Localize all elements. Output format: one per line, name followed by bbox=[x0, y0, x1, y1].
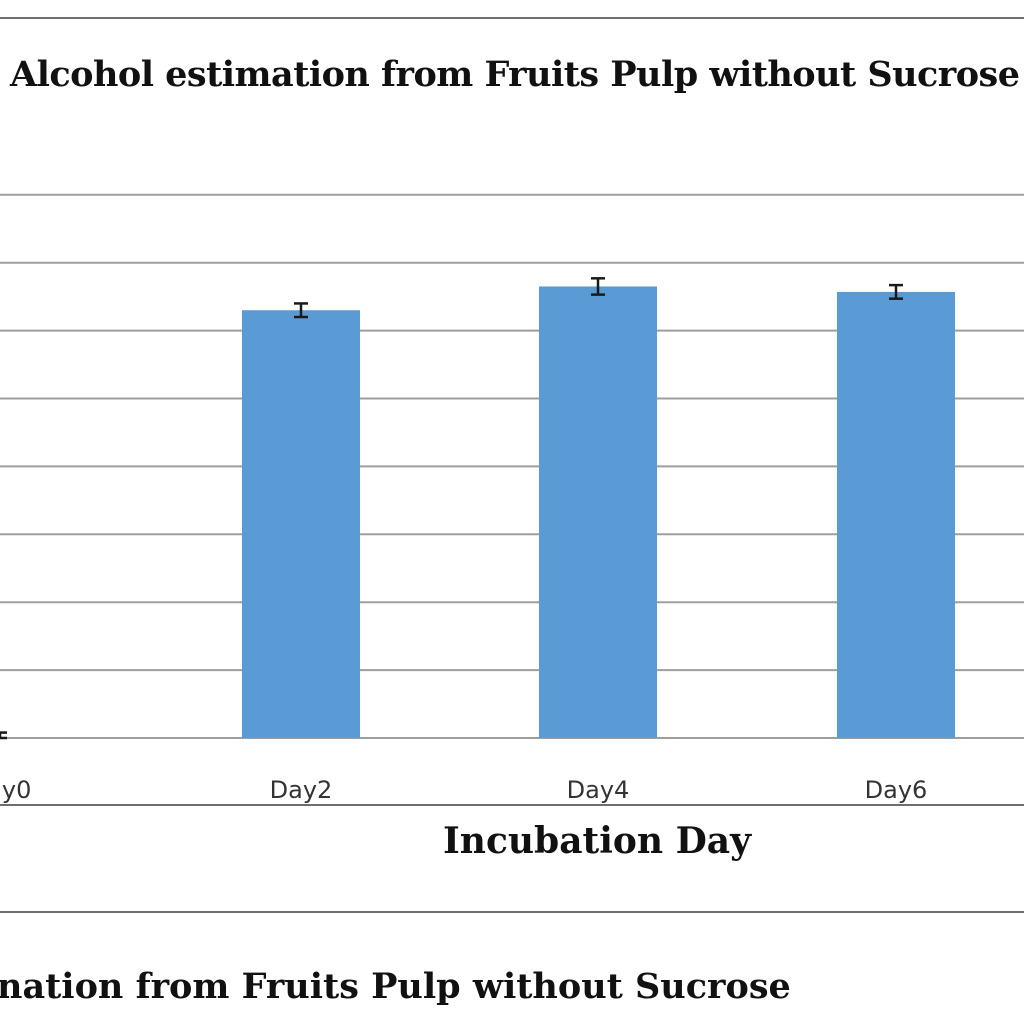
bar-day2 bbox=[242, 310, 360, 738]
x-tick-label-day4: Day4 bbox=[567, 776, 630, 804]
x-tick-label-day0: Day0 bbox=[0, 776, 31, 804]
x-tick-labels: Day0 Day2 Day4 Day6 bbox=[0, 776, 927, 804]
error-bar-day0 bbox=[0, 731, 7, 740]
figure-caption: nation from Fruits Pulp without Sucrose bbox=[0, 966, 791, 1007]
chart-title: Alcohol estimation from Fruits Pulp with… bbox=[9, 54, 1020, 95]
x-axis-title: Incubation Day bbox=[443, 820, 752, 862]
error-bar-day4 bbox=[591, 277, 605, 296]
bar-series bbox=[242, 286, 955, 738]
x-tick-label-day6: Day6 bbox=[865, 776, 928, 804]
error-bar-day6 bbox=[889, 283, 903, 300]
error-bars bbox=[0, 277, 903, 740]
bar-day4 bbox=[539, 286, 657, 738]
error-bar-day2 bbox=[294, 302, 308, 319]
bar-day6 bbox=[837, 291, 955, 738]
x-tick-label-day2: Day2 bbox=[270, 776, 333, 804]
